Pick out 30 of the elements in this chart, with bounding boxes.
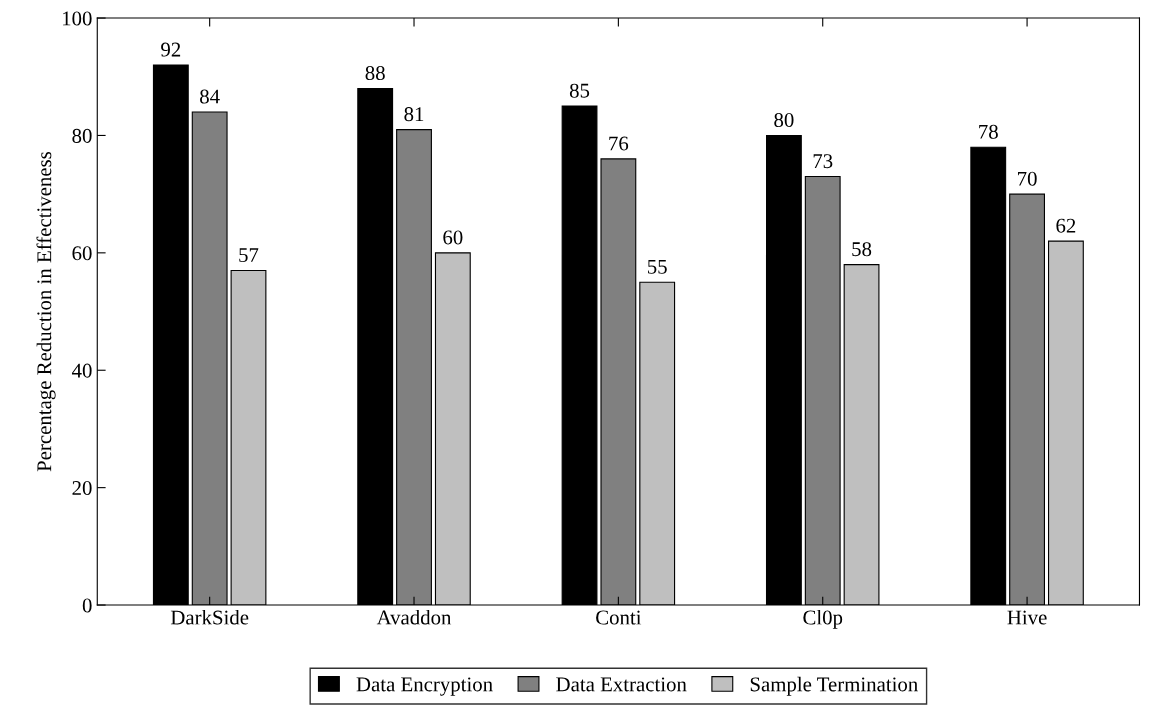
y-tick-label: 40 [71, 363, 92, 378]
legend-label: Data Extraction [556, 677, 687, 692]
data-label: 73 [813, 154, 833, 169]
legend-label: Data Encryption [356, 677, 493, 696]
data-label: 62 [1056, 218, 1076, 233]
data-label: 60 [443, 230, 463, 245]
x-tick-label: Conti [596, 610, 642, 625]
y-tick-label: 0 [82, 598, 92, 613]
data-label: 81 [404, 107, 424, 122]
data-label: 57 [239, 248, 259, 263]
data-label: 92 [161, 42, 181, 57]
data-label: 70 [1018, 171, 1037, 186]
data-label: 78 [979, 124, 998, 139]
y-tick-label: 100 [62, 11, 92, 26]
data-label: 84 [200, 89, 220, 104]
data-label: 55 [647, 259, 667, 274]
data-label: 88 [365, 66, 385, 81]
y-tick-label: 80 [72, 128, 92, 143]
data-label: 76 [609, 136, 629, 151]
legend-label: Sample Termination [750, 676, 918, 696]
x-tick-label: Hive [1007, 610, 1047, 625]
y-tick-label: 20 [72, 481, 92, 496]
x-tick-label: Cl0p [803, 609, 843, 629]
data-label: 58 [852, 242, 872, 257]
data-label: 85 [569, 83, 590, 98]
data-label: 80 [774, 112, 794, 128]
x-tick-label: DarkSide [170, 609, 249, 625]
x-tick-label: Avaddon [376, 609, 452, 625]
y-axis-title: Percentage Reduction in Effectiveness [36, 151, 56, 472]
y-tick-label: 60 [72, 246, 92, 261]
